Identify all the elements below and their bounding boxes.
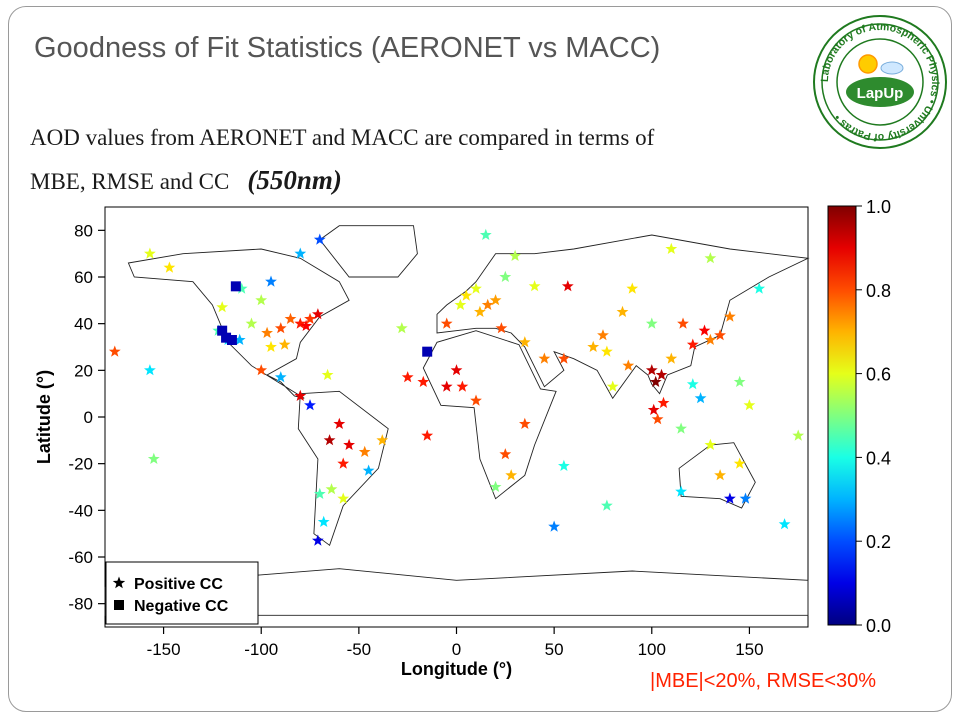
logo-center-badge bbox=[846, 77, 914, 107]
body-line-2-text: MBE, RMSE and CC bbox=[30, 169, 230, 194]
slide-body-text: AOD values from AERONET and MACC are com… bbox=[30, 116, 654, 203]
slide-title: Goodness of Fit Statistics (AERONET vs M… bbox=[34, 32, 661, 64]
body-line-2: MBE, RMSE and CC (550nm) bbox=[30, 159, 654, 203]
logo-center-label: LapUp bbox=[857, 85, 904, 102]
criteria-note: |MBE|<20%, RMSE<30% bbox=[650, 670, 877, 692]
sun-icon bbox=[858, 54, 878, 74]
lapup-logo: Laboratory of Atmospheric Physics • Univ… bbox=[813, 15, 947, 149]
slide-frame bbox=[8, 6, 952, 712]
body-line-1: AOD values from AERONET and MACC are com… bbox=[30, 125, 655, 150]
wavelength-label: (550nm) bbox=[247, 165, 342, 195]
